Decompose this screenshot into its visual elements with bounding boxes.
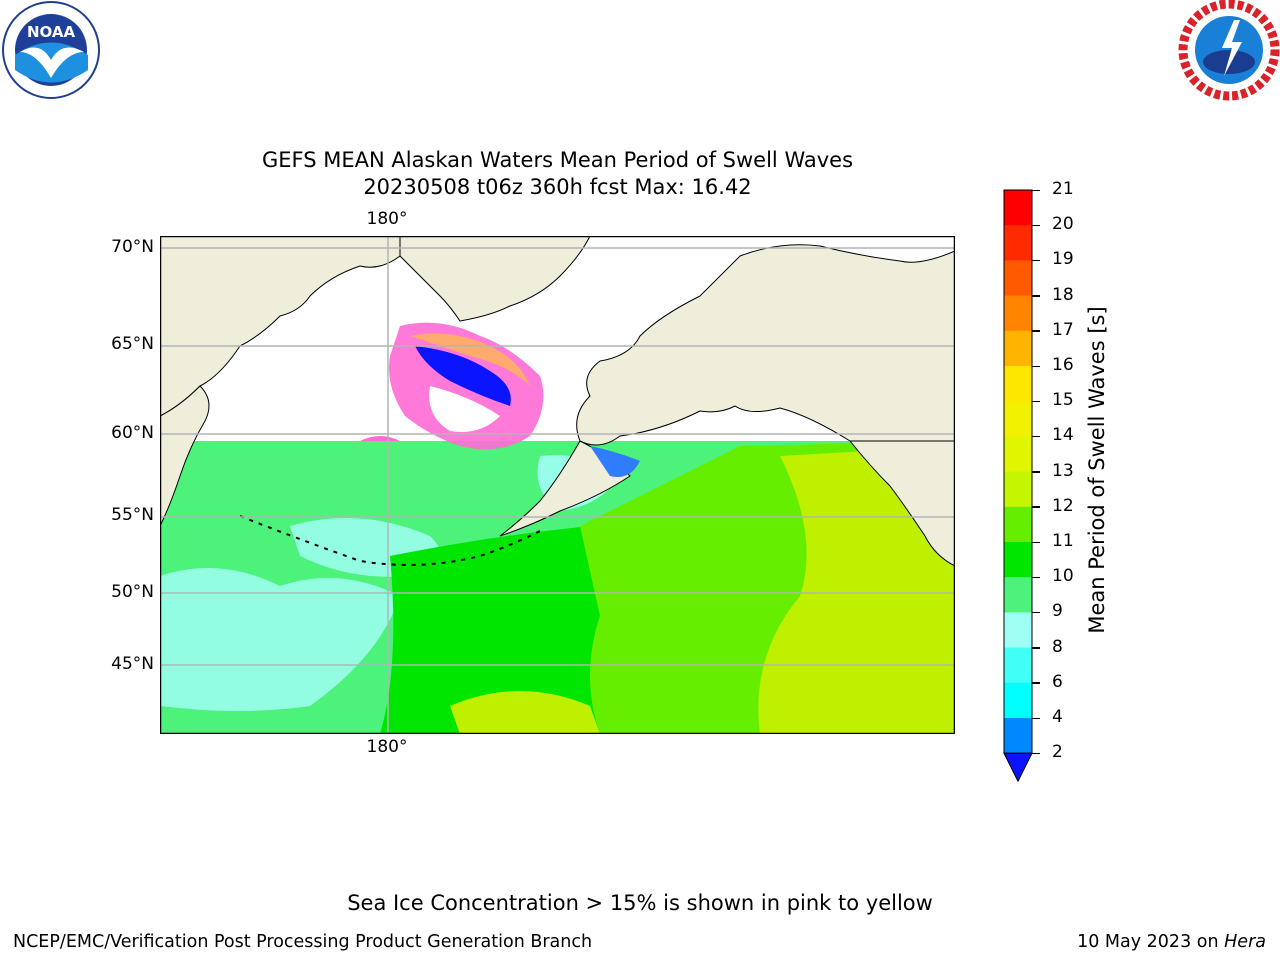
lat-label-55: 55°N — [111, 505, 154, 525]
colorbar-tick-label: 9 — [1052, 601, 1063, 622]
colorbar-tick-label: 11 — [1052, 531, 1074, 551]
colorbar-segment — [1004, 506, 1032, 543]
land-chukotka — [399, 236, 591, 322]
graticule — [160, 236, 955, 734]
colorbar — [1000, 188, 1040, 788]
colorbar-segment — [1004, 542, 1032, 578]
colorbar-tick — [1032, 435, 1040, 438]
lon-label-bottom: 180° — [366, 737, 408, 757]
colorbar-extend-arrow — [1003, 752, 1033, 783]
sea-ice-note: Sea Ice Concentration > 15% is shown in … — [347, 891, 933, 915]
colorbar-tick-label: 16 — [1052, 355, 1074, 375]
colorbar-segment — [1004, 647, 1032, 684]
colorbar-tick — [1032, 611, 1040, 614]
colorbar-segment — [1004, 436, 1032, 473]
colorbar-tick-label: 6 — [1052, 671, 1063, 692]
sea-ice-orange — [410, 333, 530, 386]
colorbar-tick — [1032, 189, 1040, 191]
swell-12-13-east — [758, 446, 955, 734]
colorbar-tick-label: 10 — [1052, 566, 1074, 587]
colorbar-segment — [1004, 366, 1032, 402]
colorbar-tick — [1032, 717, 1040, 719]
noaa-logo-text: NOAA — [27, 23, 76, 41]
colorbar-segment — [1004, 612, 1032, 649]
colorbar-tick-label: 21 — [1052, 179, 1074, 199]
lat-label-70: 70°N — [111, 237, 154, 257]
colorbar-tick-label: 13 — [1052, 460, 1074, 481]
sea-ice-blue — [415, 346, 511, 406]
colorbar-tick-label: 18 — [1052, 284, 1074, 305]
swell-8-9-west — [160, 568, 400, 711]
colorbar-tick-label: 14 — [1052, 425, 1074, 446]
colorbar-segment — [1004, 577, 1032, 613]
colorbar-tick-label: 2 — [1052, 742, 1063, 763]
colorbar-segment — [1004, 190, 1032, 226]
colorbar-tick — [1032, 752, 1040, 755]
colorbar-segment — [1004, 260, 1032, 297]
colorbar-segment — [1004, 682, 1032, 719]
aleutian-islands — [239, 515, 541, 566]
colorbar-tick — [1032, 647, 1040, 649]
land-kamchatka — [160, 385, 210, 527]
colorbar-tick-label: 20 — [1052, 214, 1074, 235]
colorbar-segment — [1004, 471, 1032, 508]
colorbar-tick-label: 12 — [1052, 495, 1074, 516]
colorbar-tick — [1032, 365, 1040, 367]
lat-label-45: 45°N — [111, 654, 154, 674]
lon-label-top: 180° — [366, 209, 408, 229]
footer-credit: NCEP/EMC/Verification Post Processing Pr… — [13, 932, 593, 952]
map-subtitle: 20230508 t06z 360h fcst Max: 16.42 — [363, 175, 752, 199]
footer-date: 10 May 2023 on Hera — [1077, 932, 1266, 952]
colorbar-tick — [1032, 224, 1040, 227]
colorbar-tick — [1032, 295, 1040, 297]
colorbar-tick-label: 15 — [1052, 390, 1074, 411]
colorbar-tick-label: 4 — [1052, 707, 1063, 727]
ice-edge-bristol — [590, 446, 640, 477]
colorbar-segment — [1004, 225, 1032, 261]
colorbar-tick — [1032, 259, 1040, 262]
noaa-logo: NOAA — [0, 0, 102, 102]
swell-12-13-south — [450, 691, 600, 734]
map-panel[interactable] — [159, 235, 956, 735]
lat-label-50: 50°N — [111, 582, 154, 602]
footer-date-text: 10 May 2023 on — [1077, 932, 1225, 952]
swell-10-11-band — [380, 526, 613, 734]
ice-edge-west — [160, 436, 400, 441]
colorbar-tick — [1032, 682, 1040, 684]
land-alaska — [576, 236, 955, 446]
colorbar-tick — [1032, 506, 1040, 508]
colorbar-tick-label: 17 — [1052, 319, 1074, 340]
land-alaska-peninsula — [499, 440, 631, 537]
footer-host: Hera — [1224, 932, 1266, 952]
colorbar-segment — [1004, 295, 1032, 332]
colorbar-tick — [1032, 541, 1040, 543]
colorbar-tick-label: 19 — [1052, 249, 1074, 270]
land-south-alaska — [848, 440, 955, 567]
colorbar-segment — [1004, 718, 1032, 754]
colorbar-tick-label: 8 — [1052, 636, 1063, 657]
nws-logo — [1178, 0, 1280, 102]
lat-label-60: 60°N — [111, 423, 154, 443]
colorbar-tick — [1032, 330, 1040, 332]
lat-label-65: 65°N — [111, 334, 154, 354]
map-title: GEFS MEAN Alaskan Waters Mean Period of … — [261, 148, 854, 172]
colorbar-label-text: Mean Period of Swell Waves [s] — [1085, 306, 1109, 634]
colorbar-segment — [1004, 401, 1032, 437]
sea-ice-white-core — [429, 386, 500, 432]
colorbar-tick — [1032, 471, 1040, 473]
colorbar-segment — [1004, 330, 1032, 367]
colorbar-tick — [1032, 400, 1040, 403]
colorbar-tick — [1032, 576, 1040, 579]
